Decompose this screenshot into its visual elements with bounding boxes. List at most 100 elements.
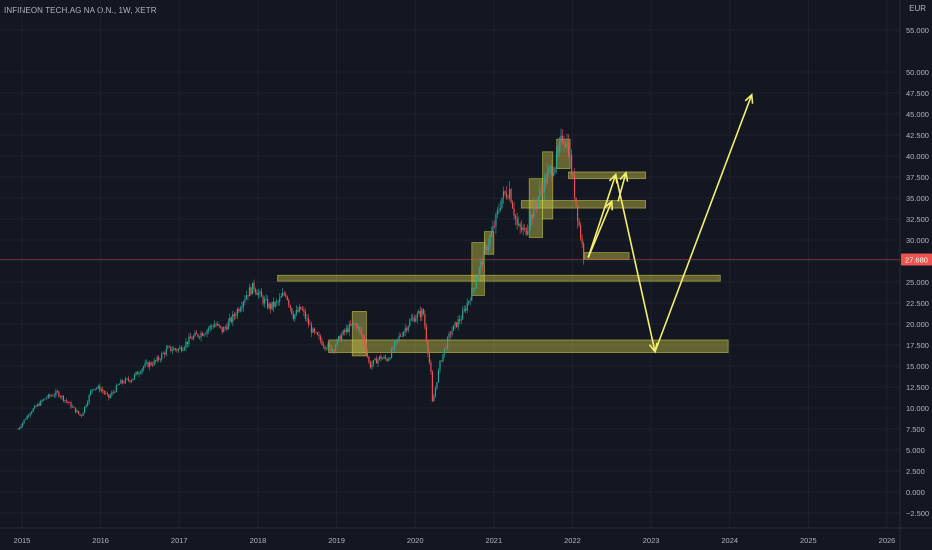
candle-body bbox=[214, 324, 216, 328]
candle-body bbox=[109, 395, 111, 398]
candle-body bbox=[390, 348, 393, 358]
candle-body bbox=[44, 398, 46, 400]
candle-body bbox=[191, 338, 193, 340]
candle-body bbox=[322, 345, 325, 347]
candle-body bbox=[224, 327, 226, 328]
candle-body bbox=[85, 405, 87, 407]
candle-body bbox=[96, 388, 98, 389]
candle-body bbox=[521, 226, 523, 231]
y-tick-label: 47.500 bbox=[906, 89, 929, 98]
candle-body bbox=[111, 392, 113, 396]
candle-body bbox=[176, 349, 178, 351]
candle-body bbox=[368, 356, 370, 363]
candle-body bbox=[162, 352, 164, 354]
support-resistance-zones bbox=[277, 138, 729, 357]
y-tick-label: 0.000 bbox=[906, 488, 925, 497]
candle-body bbox=[90, 391, 92, 395]
candle-body bbox=[263, 299, 266, 304]
candle-body bbox=[398, 335, 400, 339]
candle-body bbox=[560, 135, 562, 143]
zone-box bbox=[471, 242, 485, 296]
candle-body bbox=[223, 327, 225, 333]
candle-body bbox=[62, 395, 65, 401]
candle-body bbox=[67, 401, 69, 403]
candle-body bbox=[403, 331, 405, 336]
candle-body bbox=[103, 391, 105, 394]
y-tick-label: 2.500 bbox=[906, 467, 925, 476]
candle-body bbox=[480, 261, 482, 268]
candle-body bbox=[309, 324, 311, 325]
candle-body bbox=[277, 301, 279, 303]
candle-body bbox=[203, 334, 205, 336]
last-price-box bbox=[901, 253, 932, 266]
candle-body bbox=[25, 419, 27, 420]
candle-body bbox=[575, 197, 577, 206]
candle-body bbox=[297, 310, 299, 312]
candle-body bbox=[354, 323, 356, 325]
candle-body bbox=[446, 337, 449, 349]
candle-body bbox=[527, 230, 529, 235]
candle-body bbox=[351, 324, 353, 326]
candle-body bbox=[412, 317, 414, 319]
x-tick-label: 2015 bbox=[14, 536, 31, 545]
candlestick-series bbox=[17, 128, 585, 430]
candle-body bbox=[192, 336, 195, 340]
candle-body bbox=[144, 363, 146, 367]
candle-body bbox=[114, 391, 116, 393]
candle-body bbox=[365, 343, 367, 352]
candle-body bbox=[59, 396, 62, 398]
candle-body bbox=[171, 350, 173, 351]
candle-body bbox=[188, 336, 190, 345]
x-tick-label: 2023 bbox=[643, 536, 660, 545]
candle-body bbox=[347, 328, 349, 333]
candle-body bbox=[410, 318, 412, 321]
candle-body bbox=[29, 413, 31, 416]
candle-body bbox=[501, 197, 503, 208]
candle-body bbox=[106, 393, 108, 395]
candle-body bbox=[513, 208, 515, 216]
candle-body bbox=[353, 324, 355, 325]
zone-box bbox=[520, 200, 646, 209]
candle-body bbox=[369, 362, 372, 368]
candle-body bbox=[511, 202, 514, 209]
y-tick-label: 25.000 bbox=[906, 278, 929, 287]
candle-body bbox=[142, 366, 145, 369]
candle-body bbox=[333, 349, 335, 351]
candle-body bbox=[456, 322, 458, 328]
candle-body bbox=[522, 227, 524, 231]
candle-body bbox=[209, 325, 211, 329]
candle-body bbox=[321, 340, 323, 346]
candle-body bbox=[546, 171, 548, 184]
candle-body bbox=[197, 334, 199, 337]
arrow-line bbox=[654, 94, 753, 353]
candle-body bbox=[534, 202, 536, 206]
x-tick-label: 2017 bbox=[171, 536, 188, 545]
candle-body bbox=[141, 368, 143, 373]
candle-body bbox=[459, 319, 461, 321]
candle-body bbox=[510, 189, 512, 203]
candle-body bbox=[76, 410, 78, 413]
x-tick-label: 2020 bbox=[407, 536, 424, 545]
candle-body bbox=[573, 175, 576, 198]
candle-body bbox=[318, 334, 320, 337]
candle-body bbox=[194, 332, 196, 337]
candle-body bbox=[155, 360, 157, 362]
candle-body bbox=[204, 333, 207, 335]
candle-body bbox=[378, 356, 381, 360]
candle-body bbox=[327, 343, 329, 349]
candle-body bbox=[443, 348, 446, 355]
zone-box bbox=[328, 339, 729, 353]
x-tick-label: 2024 bbox=[721, 536, 738, 545]
candle-body bbox=[514, 215, 517, 219]
candle-body bbox=[53, 395, 55, 397]
candle-body bbox=[445, 348, 447, 350]
candle-body bbox=[489, 236, 491, 245]
candle-body bbox=[303, 310, 305, 312]
x-tick-label: 2026 bbox=[879, 536, 896, 545]
candle-body bbox=[498, 210, 500, 211]
candle-body bbox=[422, 309, 424, 315]
currency-label: EUR bbox=[909, 4, 926, 13]
candle-body bbox=[165, 348, 167, 355]
candle-body bbox=[451, 330, 453, 335]
